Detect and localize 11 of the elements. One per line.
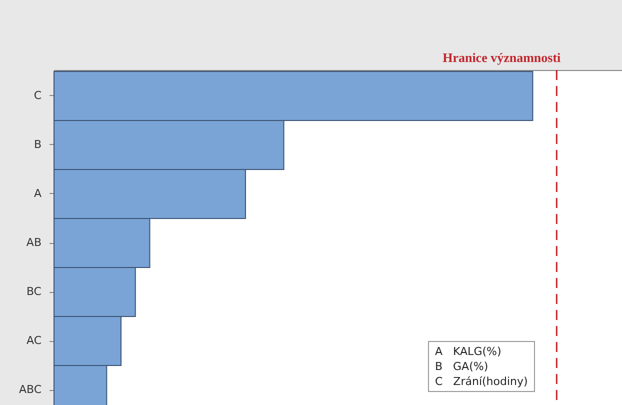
y-tick-label: AB [26,236,42,249]
y-tick-label: C [34,88,42,102]
y-tick-label: BC [26,285,42,298]
y-tick-label: ABC [18,383,42,396]
y-tick-label: A [34,186,42,200]
y-tick-label: AC [26,334,42,348]
y-tick-label: B [34,138,42,151]
annotation: B GA(%) [435,360,488,373]
annotation: C Zrání(hodiny) [435,375,528,388]
annotation: A KALG(%) [435,345,502,358]
ref-line-label: Hranice významnosti [442,50,562,65]
